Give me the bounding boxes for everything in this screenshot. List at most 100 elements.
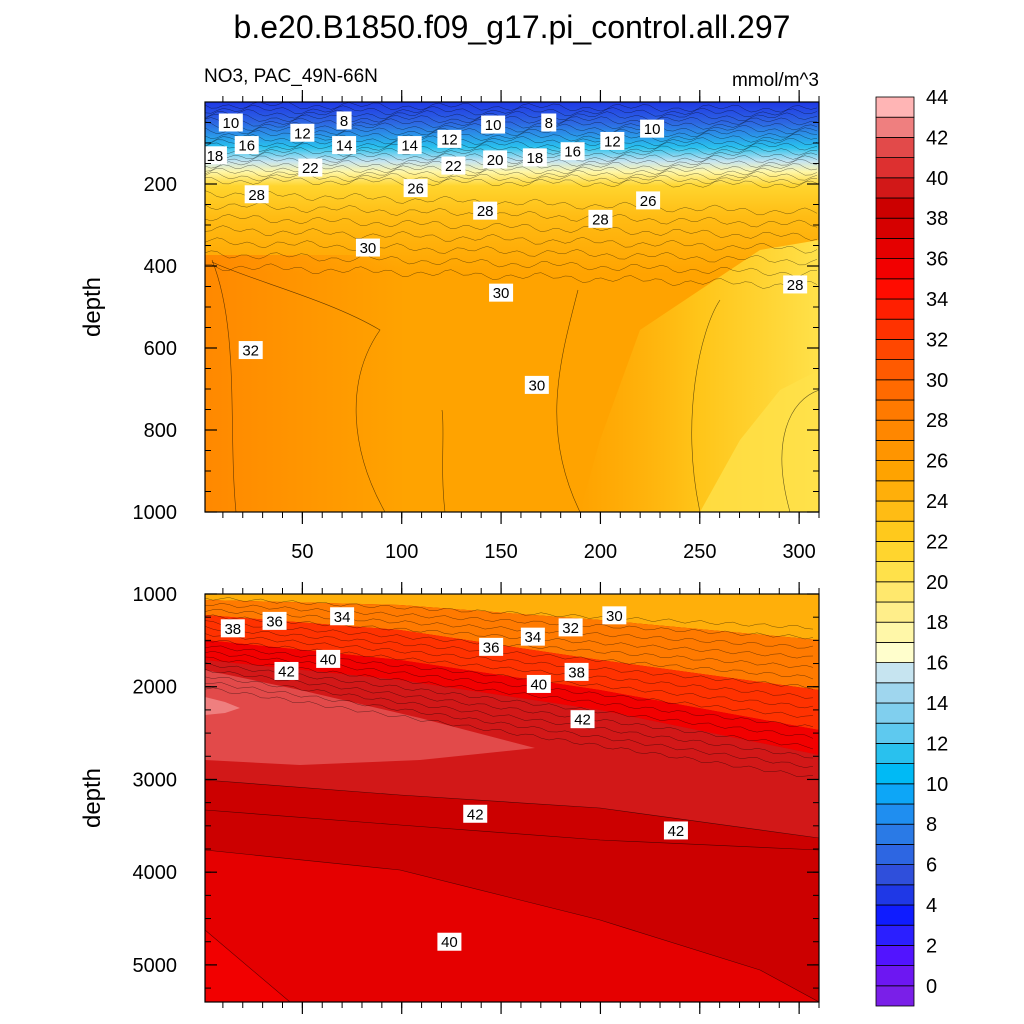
contour-line [205,676,814,759]
upper-fill-left [205,255,405,512]
contour-line [205,102,818,113]
contour-label-text: 32 [242,343,259,360]
contour-label-text: 10 [222,115,239,132]
contour-label: 32 [558,618,583,637]
colorbar-swatch [875,621,915,643]
contour-label-box [481,115,506,134]
contour-label: 34 [330,607,355,626]
contour-label: 10 [481,115,506,134]
contour-label-text: 22 [445,158,462,175]
x-tick-label: 250 [683,541,716,563]
contour-label-text: 28 [787,277,804,294]
lower-panel: 38 36 34 40 42 36 34 32 30 38 40 42 42 42 40 1000 2000 3… [79,582,820,1014]
x-tick-label: 300 [782,541,815,563]
colorbar-label: 38 [926,208,948,230]
contour-label: 22 [441,156,466,175]
colorbar-swatch [875,480,915,502]
contour-label-box [463,804,488,823]
lower-y-axis-title: depth [79,768,106,828]
contour-label: 42 [570,710,595,729]
contour-label: 42 [663,821,688,840]
colorbar-swatch [875,439,915,461]
contour-label-box [640,119,665,138]
contour-label-text: 18 [527,150,544,167]
contour-label-box [522,148,547,167]
contour-label-box [479,637,504,656]
contour-label-text: 36 [483,639,500,656]
contour-label-box [238,341,263,360]
colorbar-swatch [875,803,915,825]
colorbar-swatch [875,96,915,118]
contour-label-text: 26 [640,193,657,210]
colorbar-label: 40 [926,168,948,190]
lower-band-red [205,640,819,755]
contour-label: 20 [483,150,508,169]
contour-label: 8 [541,113,557,132]
contour-line [205,603,814,640]
contour-label-box [473,201,498,220]
contour-label: 28 [244,185,269,204]
colorbar-label: 32 [926,329,948,351]
colorbar-swatch [875,904,915,926]
contour-label: 18 [202,146,227,165]
lower-panel-fill [205,594,819,1002]
colorbar-swatch [875,743,915,765]
colorbar-label: 36 [926,249,948,271]
contour-line [205,620,814,668]
contour-label: 30 [602,606,627,625]
colorbar-label: 4 [926,895,937,917]
contour-line [205,650,814,718]
contour-line [205,597,814,630]
contour-label: 38 [564,662,589,681]
contour-label: 28 [588,209,613,228]
contour-label-box [262,611,287,630]
contour-label-box [274,661,299,680]
contour-label: 16 [560,142,585,161]
colorbar: 0246810121416182022242628303234363840424… [875,87,948,1007]
colorbar-swatch [875,722,915,744]
contour-line [205,151,818,163]
colorbar-label: 42 [926,127,948,149]
colorbar-label: 26 [926,451,948,473]
contour-label-text: 34 [525,629,542,646]
contour-label-box [541,113,557,132]
colorbar-swatch [875,419,915,441]
colorbar-swatch [875,278,915,300]
contour-label-text: 30 [493,285,510,302]
contour-line [205,645,814,709]
contour-label-text: 42 [278,663,295,680]
contour-label: 36 [262,611,287,630]
contour-line [205,609,814,649]
colorbar-label: 2 [926,935,937,957]
contour-label-text: 36 [266,613,283,630]
colorbar-swatch [875,662,915,684]
upper-contour-labels: 10 8 12 16 14 18 22 28 30 14 12 22 26 10 20 28 8 18 16 12 10… [202,111,808,394]
contour-label-text: 30 [606,608,623,625]
y-tick-label: 4000 [133,862,178,884]
contour-label-text: 12 [441,131,458,148]
contour-line [205,104,818,118]
contour-label-box [202,146,227,165]
colorbar-swatch [875,985,915,1007]
contour-label: 28 [783,275,808,294]
colorbar-swatch [875,581,915,603]
colorbar-swatch [875,884,915,906]
x-tick-label: 100 [385,541,418,563]
contour-label-text: 16 [238,138,255,155]
upper-fill-right-light [700,370,819,512]
colorbar-swatch [875,338,915,360]
colorbar-swatch [875,359,915,381]
contour-label-box [570,710,595,729]
contour-label: 40 [526,674,551,693]
contour-label: 10 [640,119,665,138]
colorbar-swatch [875,379,915,401]
contour-label-box [290,123,315,142]
contour-line [781,389,819,512]
contour-label-box [403,179,428,198]
contour-label-box [332,136,357,155]
contour-label: 38 [220,619,245,638]
colorbar-label: 30 [926,370,948,392]
contour-line [211,259,237,512]
colorbar-swatch [875,924,915,946]
colorbar-swatch [875,763,915,785]
